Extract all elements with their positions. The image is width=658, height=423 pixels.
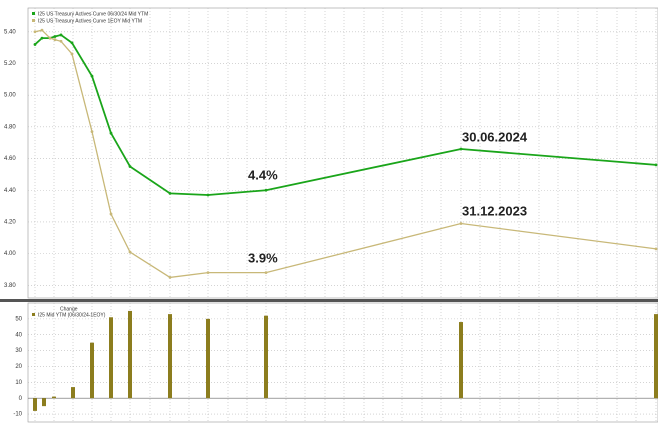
y-tick-label: 30 bbox=[15, 348, 22, 354]
point bbox=[53, 35, 57, 38]
bar bbox=[90, 342, 94, 399]
point bbox=[40, 28, 44, 32]
point bbox=[90, 130, 94, 134]
point bbox=[33, 30, 37, 34]
y-tick-label: 4.40 bbox=[4, 188, 16, 194]
legend-swatch bbox=[32, 19, 35, 22]
y-tick-label: 4.20 bbox=[4, 220, 16, 226]
y-tick-label: 10 bbox=[15, 380, 22, 386]
point bbox=[128, 250, 132, 254]
point bbox=[654, 247, 658, 251]
y-tick-label: 40 bbox=[15, 332, 22, 338]
bar bbox=[206, 318, 210, 399]
bottom-panel bbox=[27, 302, 658, 423]
point bbox=[109, 131, 113, 135]
point bbox=[459, 222, 463, 225]
y-tick-label: 0 bbox=[19, 396, 23, 402]
legend-swatch bbox=[32, 12, 35, 15]
bar bbox=[71, 387, 75, 399]
y-tick-label: 5.40 bbox=[4, 29, 16, 35]
point bbox=[264, 271, 268, 275]
point bbox=[70, 41, 74, 45]
point bbox=[90, 74, 94, 78]
point bbox=[168, 275, 172, 279]
y-tick-label: -10 bbox=[13, 412, 22, 418]
legend-label: I25 US Treasury Actives Curve 1EOY Mid Y… bbox=[38, 18, 142, 24]
point bbox=[206, 271, 210, 275]
y-tick-label: 4.00 bbox=[4, 251, 16, 257]
bar bbox=[52, 396, 56, 399]
point bbox=[109, 212, 113, 216]
point bbox=[128, 165, 132, 168]
y-tick-label: 4.60 bbox=[4, 156, 16, 162]
point bbox=[206, 193, 210, 197]
bar bbox=[654, 314, 658, 399]
point bbox=[59, 39, 63, 43]
top-panel bbox=[27, 7, 658, 299]
point bbox=[459, 147, 463, 151]
annotation: 30.06.2024 bbox=[462, 129, 528, 144]
y-tick-label: 20 bbox=[15, 364, 22, 370]
legend-label: I25 US Treasury Actives Curve 06/30/24 M… bbox=[38, 11, 148, 17]
panel-title: Change bbox=[60, 306, 78, 312]
bar bbox=[168, 314, 172, 399]
legend-swatch bbox=[32, 313, 35, 316]
y-tick-label: 5.00 bbox=[4, 93, 16, 99]
point bbox=[264, 188, 268, 192]
y-tick-label: 4.80 bbox=[4, 124, 16, 130]
point bbox=[33, 43, 37, 46]
point bbox=[53, 38, 57, 42]
point bbox=[59, 33, 63, 37]
y-tick-label: 5.20 bbox=[4, 61, 16, 67]
y-tick-label: 50 bbox=[15, 316, 22, 322]
bar bbox=[128, 310, 132, 399]
annotation: 3.9% bbox=[248, 250, 278, 265]
point bbox=[48, 36, 52, 40]
annotation: 4.4% bbox=[248, 167, 278, 182]
bar bbox=[33, 398, 37, 411]
bar bbox=[459, 322, 463, 399]
bar bbox=[264, 315, 268, 399]
point bbox=[168, 192, 172, 195]
annotation: 31.12.2023 bbox=[462, 203, 527, 218]
legend-label: I25 Mid YTM (06/30/24-1EOY) bbox=[38, 312, 106, 318]
point bbox=[70, 52, 74, 56]
point bbox=[40, 36, 44, 40]
y-tick-label: 3.80 bbox=[4, 283, 16, 289]
point bbox=[654, 163, 658, 167]
bar bbox=[42, 398, 46, 407]
bar bbox=[109, 317, 113, 399]
